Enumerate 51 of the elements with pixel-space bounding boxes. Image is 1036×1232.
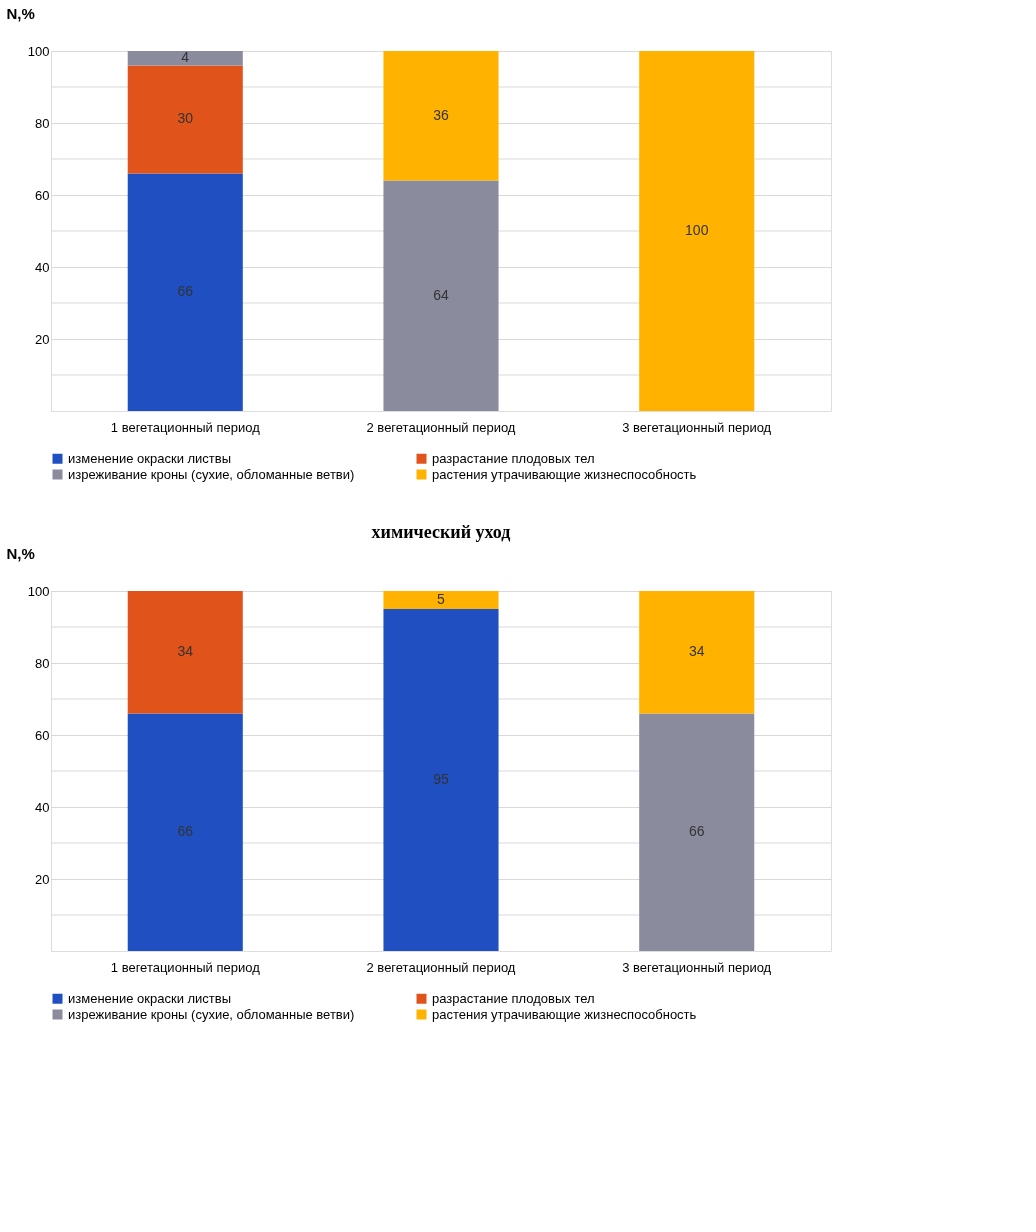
y-tick-label: 40 [35, 799, 50, 815]
legend-label: изреживание кроны (сухие, обломанные ветви) [68, 1006, 355, 1022]
data-label: 66 [177, 823, 194, 840]
bar [127, 713, 243, 951]
legend-label: разрастание плодовых тел [432, 450, 595, 466]
bar [639, 713, 755, 951]
x-tick-label: 2 вегетационный период [366, 419, 516, 435]
y-tick-label: 60 [35, 727, 50, 743]
data-label: 66 [688, 823, 705, 840]
data-label: 5 [437, 591, 446, 607]
data-label: 95 [433, 771, 449, 787]
legend-label: растения утрачивающие жизнеспособность [432, 466, 697, 482]
y-tick-label: 60 [35, 187, 50, 203]
bar [383, 609, 499, 951]
y-tick-label: 20 [35, 331, 50, 347]
bar [639, 591, 755, 714]
chart-title: химический уход [371, 522, 511, 542]
y-axis-title: N,% [6, 4, 35, 22]
legend-label: изменение окраски листвы [68, 450, 232, 466]
bar [383, 591, 499, 609]
bar [383, 180, 499, 411]
bar [639, 51, 755, 411]
data-label: 36 [433, 106, 449, 123]
bar [127, 65, 243, 174]
legend-label: изменение окраски листвы [68, 990, 232, 1006]
bar [127, 51, 243, 66]
legend-label: растения утрачивающие жизнеспособность [432, 1006, 697, 1022]
data-label: 64 [433, 286, 449, 303]
data-label: 34 [177, 643, 194, 660]
y-tick-label: 40 [35, 259, 50, 275]
data-label: 34 [688, 643, 705, 660]
data-label: 100 [685, 222, 709, 238]
y-tick-label: 80 [35, 115, 50, 131]
x-tick-label: 1 вегетационный период [110, 959, 261, 975]
y-tick-label: 80 [35, 655, 50, 671]
y-tick-label: 100 [27, 583, 50, 599]
data-label: 30 [177, 110, 194, 127]
legend-label: изреживание кроны (сухие, обломанные ветви) [68, 466, 355, 482]
y-axis-title: N,% [6, 544, 35, 562]
bar [383, 51, 499, 181]
data-label: 4 [181, 49, 190, 66]
x-tick-label: 1 вегетационный период [110, 419, 261, 435]
bar [127, 591, 243, 714]
legend-label: разрастание плодовых тел [432, 990, 595, 1006]
x-tick-label: 3 вегетационный период [622, 419, 772, 435]
y-tick-label: 100 [27, 43, 50, 59]
bar [127, 173, 243, 411]
data-label: 66 [177, 283, 194, 300]
y-tick-label: 20 [35, 871, 50, 887]
x-tick-label: 2 вегетационный период [366, 959, 516, 975]
x-tick-label: 3 вегетационный период [622, 959, 772, 975]
